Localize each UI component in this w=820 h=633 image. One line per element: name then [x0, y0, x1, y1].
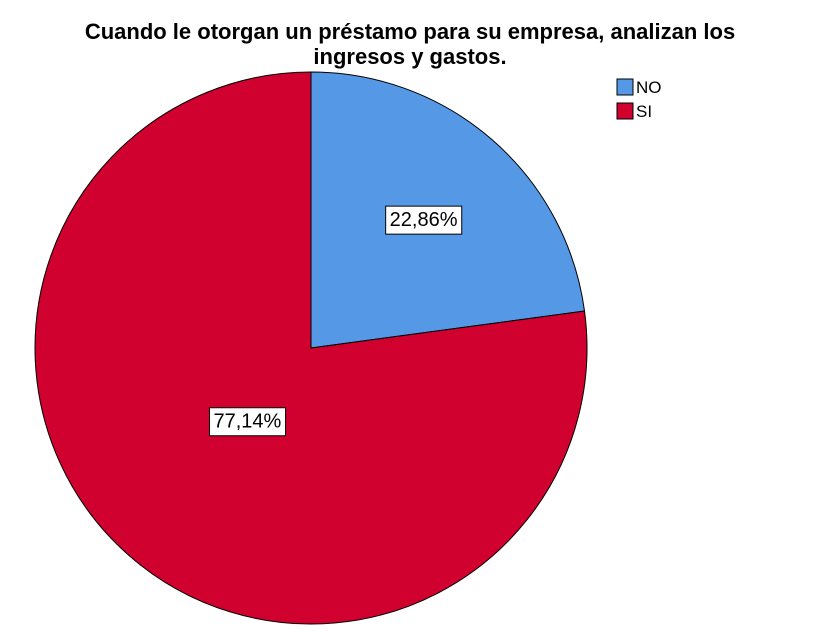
- legend-swatch-no: [616, 78, 634, 96]
- pie-slices: [34, 71, 588, 625]
- pie-data-labels: 22,86% 77,14%: [209, 205, 463, 437]
- data-label-value: 22,86%: [390, 209, 458, 231]
- data-label-no: 22,86%: [385, 205, 463, 235]
- data-label-value: 77,14%: [214, 411, 282, 433]
- data-label-si: 77,14%: [209, 407, 287, 437]
- legend-swatch-si: [616, 102, 634, 120]
- legend-label-no: NO: [636, 78, 662, 97]
- chart-title-line-2: ingresos y gastos.: [313, 44, 506, 69]
- chart-legend: NO SI: [616, 78, 662, 121]
- data-label-box: [385, 205, 463, 235]
- chart-title: Cuando le otorgan un préstamo para su em…: [85, 19, 735, 69]
- data-label-box: [209, 407, 287, 437]
- legend-label-si: SI: [636, 102, 652, 121]
- pie-slice-si: [34, 71, 588, 625]
- chart-title-line-1: Cuando le otorgan un préstamo para su em…: [85, 19, 735, 44]
